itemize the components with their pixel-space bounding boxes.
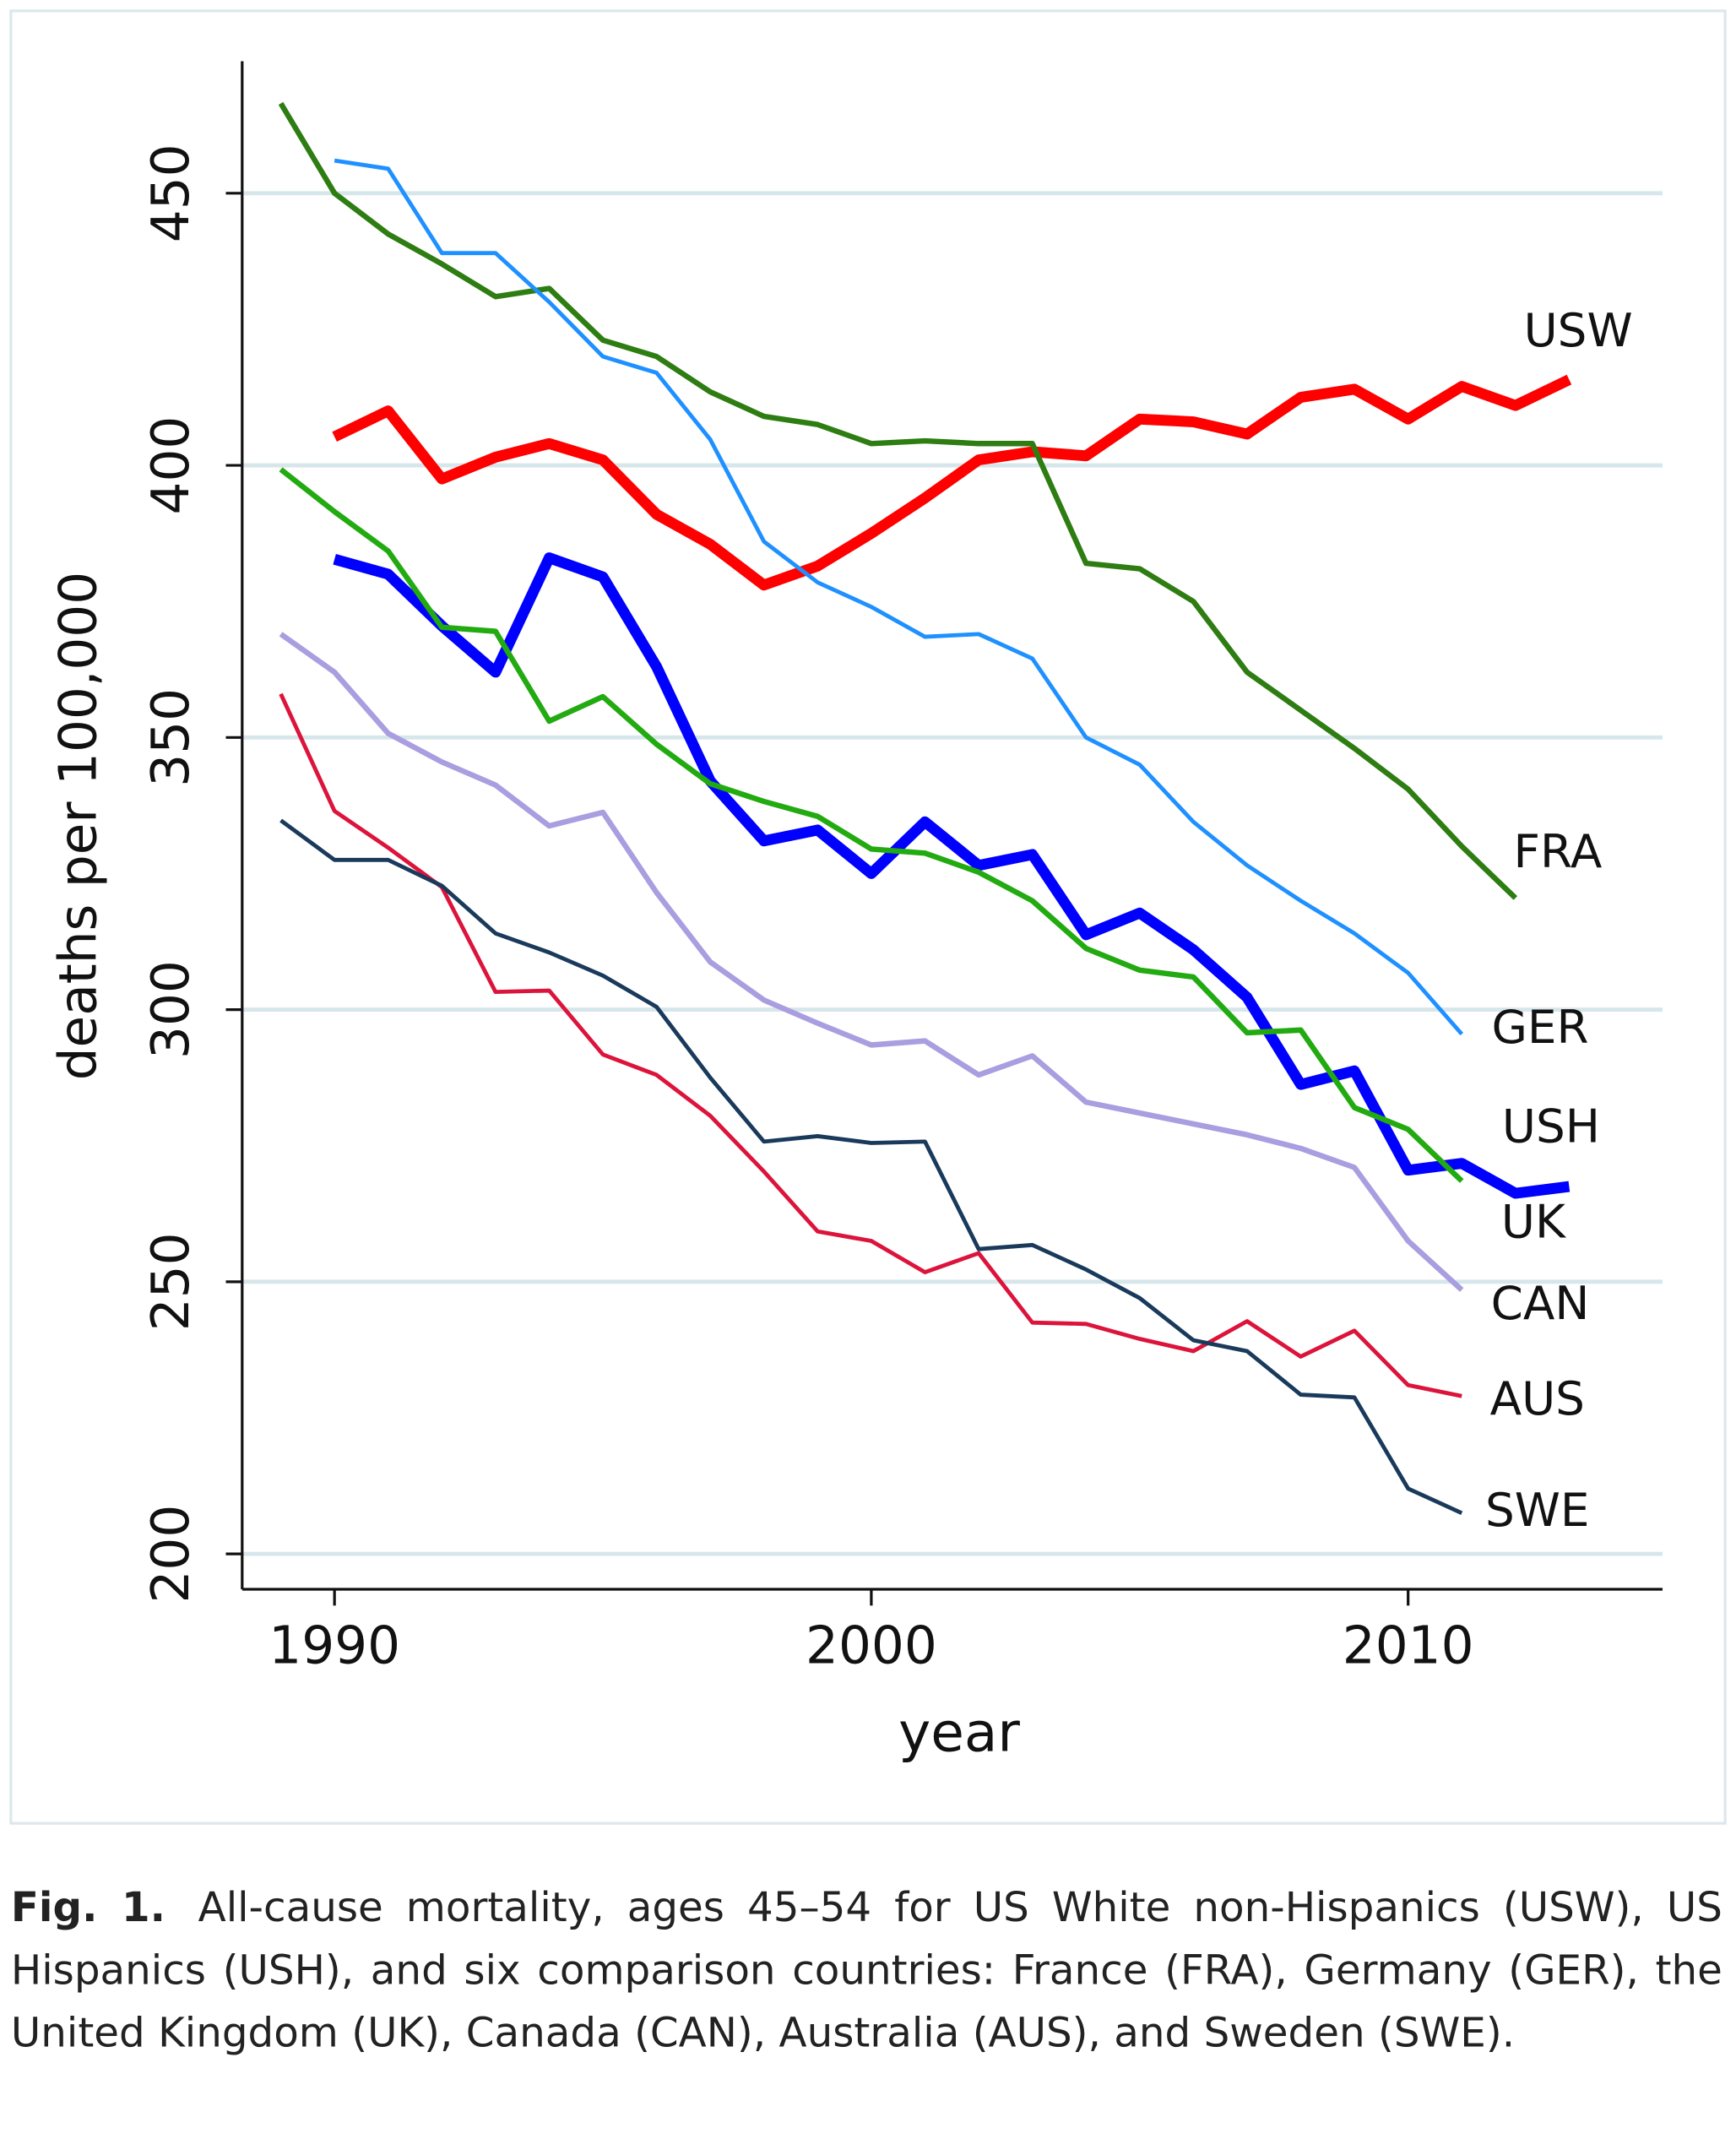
series-label: CAN: [1491, 1276, 1590, 1330]
chart: year deaths per 100,000 200 250 300 350 400 4…: [9, 9, 1727, 1825]
y-tick-label: 250: [141, 1232, 201, 1331]
y-tick-label: 400: [141, 416, 201, 515]
y-tick-label: 450: [141, 144, 201, 242]
series-label: UK: [1501, 1194, 1567, 1248]
x-axis-label: year: [898, 1702, 1020, 1765]
series-line: [333, 552, 1571, 1199]
y-axis-label: deaths per 100,000: [48, 572, 108, 1081]
x-tick-label: 2000: [806, 1615, 937, 1675]
series-label: FRA: [1514, 824, 1603, 878]
series-line: [279, 467, 1464, 1183]
series-line: [279, 818, 1463, 1515]
series-label: USH: [1502, 1099, 1600, 1154]
x-tick-label: 2010: [1343, 1615, 1474, 1675]
y-tick-label: 300: [141, 960, 201, 1059]
series-label: GER: [1491, 1000, 1588, 1054]
series-line: [279, 632, 1464, 1292]
caption-label: Fig. 1.: [10, 1884, 165, 1933]
series-label: SWE: [1485, 1483, 1590, 1537]
series-line: [334, 158, 1464, 1036]
series-line: [278, 101, 1518, 900]
y-tick-label: 200: [141, 1505, 201, 1604]
x-tick-label: 1990: [269, 1615, 400, 1675]
series-label: AUS: [1490, 1371, 1585, 1425]
series-line: [279, 692, 1462, 1398]
series-line: [332, 374, 1572, 591]
caption: Fig. 1. All-cause mortality, ages 45–54 f…: [11, 1878, 1722, 2066]
chart-frame: [9, 9, 1727, 1825]
series-label: USW: [1524, 303, 1633, 357]
caption-text: All-cause mortality, ages 45–54 for US W…: [10, 1884, 1722, 2058]
y-tick-label: 350: [141, 688, 201, 787]
